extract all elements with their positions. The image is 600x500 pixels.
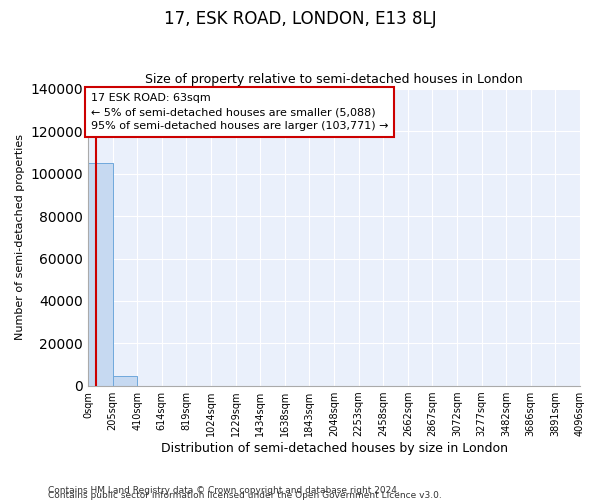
Text: Contains public sector information licensed under the Open Government Licence v3: Contains public sector information licen… — [48, 491, 442, 500]
Text: Contains HM Land Registry data © Crown copyright and database right 2024.: Contains HM Land Registry data © Crown c… — [48, 486, 400, 495]
Bar — [113, 376, 137, 386]
Text: 17 ESK ROAD: 63sqm
← 5% of semi-detached houses are smaller (5,088)
95% of semi-: 17 ESK ROAD: 63sqm ← 5% of semi-detached… — [91, 93, 388, 131]
Bar — [88, 163, 113, 386]
Text: 17, ESK ROAD, LONDON, E13 8LJ: 17, ESK ROAD, LONDON, E13 8LJ — [164, 10, 436, 28]
X-axis label: Distribution of semi-detached houses by size in London: Distribution of semi-detached houses by … — [161, 442, 508, 455]
Title: Size of property relative to semi-detached houses in London: Size of property relative to semi-detach… — [145, 73, 523, 86]
Y-axis label: Number of semi-detached properties: Number of semi-detached properties — [15, 134, 25, 340]
